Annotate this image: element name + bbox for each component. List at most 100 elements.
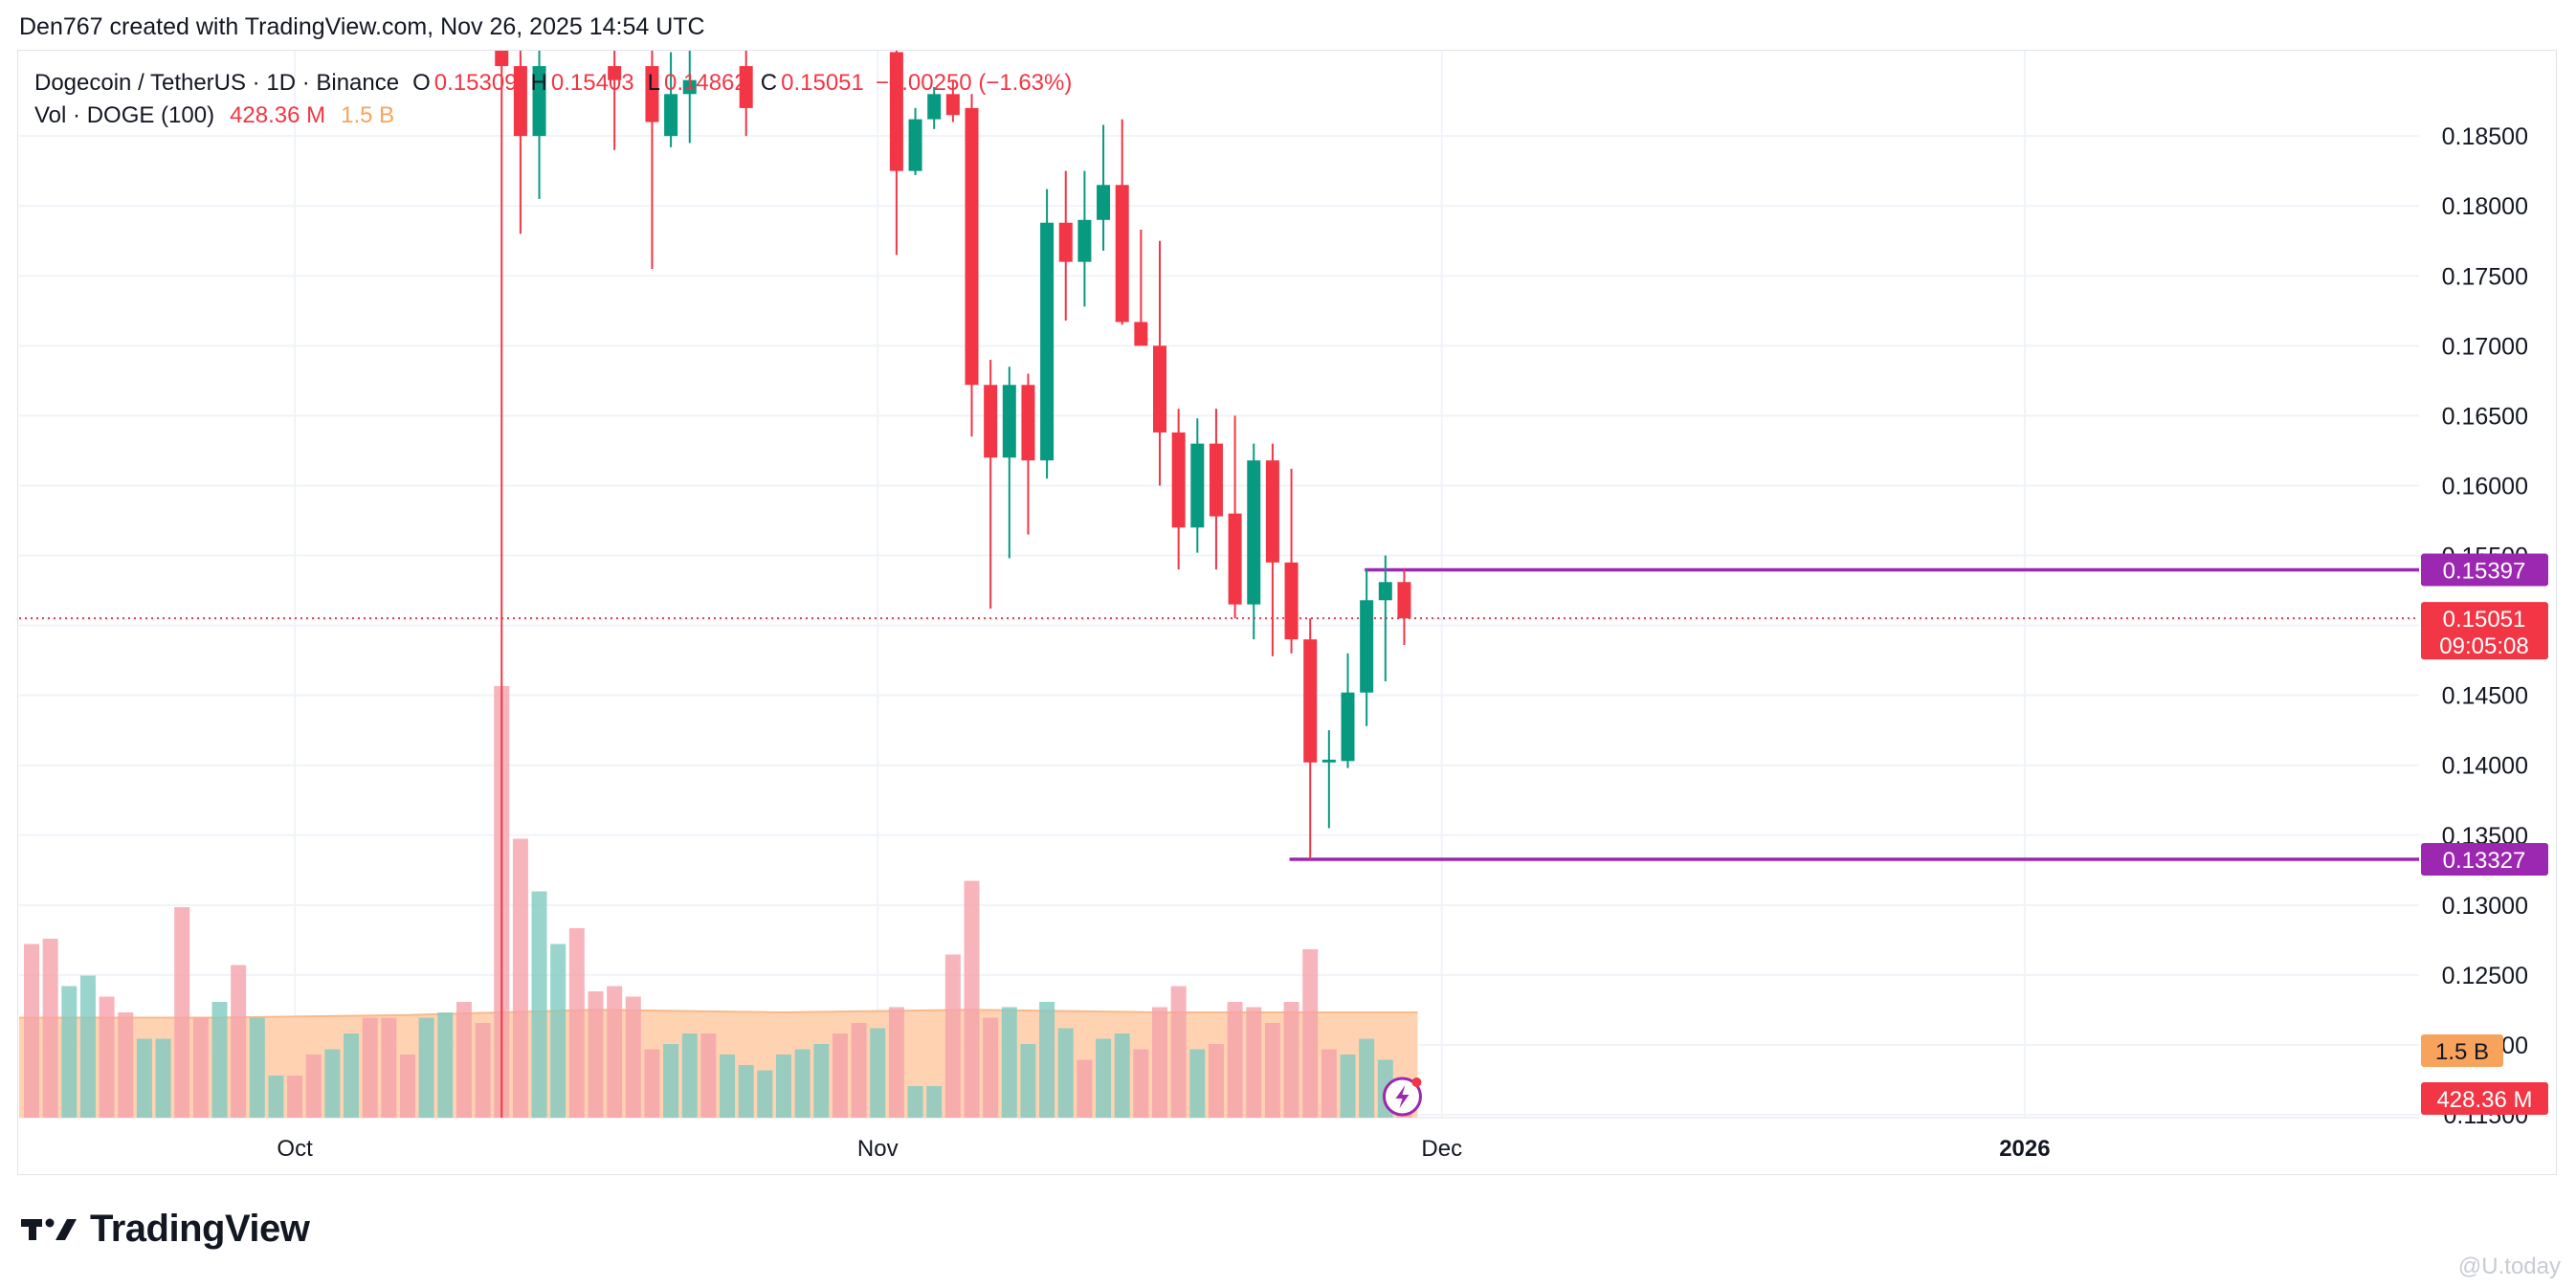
volume-bar [1283,1002,1299,1118]
volume-bar [211,1002,228,1118]
legend-open-value: 0.15309 [433,70,518,96]
tradingview-logo[interactable]: TradingView [21,1208,310,1251]
candle-body [513,66,527,137]
volume-bar [1077,1059,1093,1118]
volume-bar [607,986,623,1118]
y-tick-label: 0.17000 [2442,333,2528,360]
volume-bar [794,1049,811,1118]
volume-bar [1321,1049,1337,1118]
candle-body [1265,460,1279,563]
volume-bar [907,1086,923,1118]
volume-bar [136,1038,152,1118]
candle-body [682,79,697,95]
alert-badge-dot [1411,1077,1422,1087]
watermark: @U.today [2457,1254,2561,1279]
candle-body [1321,759,1336,763]
tradingview-logo-icon [21,1218,77,1240]
candle-body [1097,185,1111,220]
price-label-box [2421,553,2548,587]
volume-bar [512,838,528,1118]
candle-body [1134,322,1148,346]
volume-bar [944,954,961,1118]
volume-bar [61,986,78,1118]
volume-bar [926,1086,943,1118]
volume-bar [1359,1038,1375,1118]
volume-bar [1227,1002,1243,1118]
x-tick-label: Oct [277,1136,313,1162]
volume-label-text: 1.5 B [2435,1039,2489,1065]
volume-ma-line [19,1009,1418,1019]
volume-bar [1189,1049,1206,1118]
legend-high-value: 0.15403 [550,70,634,96]
candle-body [664,94,678,137]
chart-legend: Dogecoin / TetherUS · 1D · Binance O 0.1… [34,67,1072,132]
candle-body [1171,432,1186,528]
candle-body [1190,443,1205,528]
candle-body [1303,639,1318,763]
candle-body [945,94,960,116]
countdown-label-text: 09:05:08 [2439,633,2528,659]
volume-bar [1170,986,1187,1118]
candle-body [965,107,979,386]
candle-body [889,52,903,171]
volume-bar [287,1076,303,1118]
y-tick-label: 0.14000 [2442,753,2528,780]
volume-bar [700,1033,717,1118]
volume-bar [531,891,547,1118]
candle-body [1058,222,1073,262]
candle-body [1021,385,1035,461]
plot-area [19,51,2419,1118]
volume-bar [644,1049,660,1118]
volume-bar [155,1038,171,1118]
volume-bar [1039,1002,1055,1118]
legend-high-label: H [530,70,547,96]
volume-bar [1114,1033,1130,1118]
volume-bar [324,1049,341,1118]
y-tick-label: 0.18500 [2442,123,2528,150]
candle-body [1115,185,1129,322]
legend-symbol: Dogecoin / TetherUS · 1D · Binance [34,70,400,96]
legend-low-label: L [647,70,660,96]
candle-body [1228,513,1242,605]
volume-bar [738,1065,754,1118]
legend-volume-value: 428.36 M [230,102,326,128]
y-tick-label: 0.16000 [2442,473,2528,500]
volume-bar [964,880,980,1118]
volume-bar [870,1028,886,1118]
candle-body [645,66,659,122]
volume-bar [1001,1007,1017,1118]
volume-bar [231,965,247,1118]
candle-body [1247,460,1261,605]
volume-bar [832,1033,848,1118]
y-tick-label: 0.18000 [2442,193,2528,220]
candle-body [1360,600,1374,693]
candle-body [1040,222,1055,461]
x-tick-label: Nov [857,1136,899,1162]
volume-bar [192,1017,209,1118]
volume-bar [268,1076,284,1118]
candle-body [1077,219,1092,262]
volume-bar [720,1055,736,1118]
volume-bar [983,1017,999,1118]
candle-body [1209,443,1223,517]
candle-body [1284,562,1299,640]
lightning-icon [1395,1085,1410,1108]
candle-body [1397,582,1411,619]
candle-body [532,66,546,137]
legend-close-value: 0.15051 [781,70,864,96]
volume-label-text: 428.36 M [2436,1087,2532,1113]
chart-header-attribution: Den767 created with TradingView.com, Nov… [19,13,705,40]
volume-bar [99,996,115,1118]
candle-body [927,94,942,120]
volume-bar [1152,1007,1167,1118]
candle-body [1002,385,1016,458]
volume-bar [851,1023,867,1118]
x-tick-label: Dec [1421,1136,1462,1162]
volume-bar [174,907,190,1118]
volume-label-box [2421,1082,2548,1115]
candle-body [1341,692,1355,762]
candle-body [608,66,622,80]
legend-volume-label: Vol · DOGE (100) [34,102,215,128]
legend-volume-ma-value: 1.5 B [341,102,395,128]
